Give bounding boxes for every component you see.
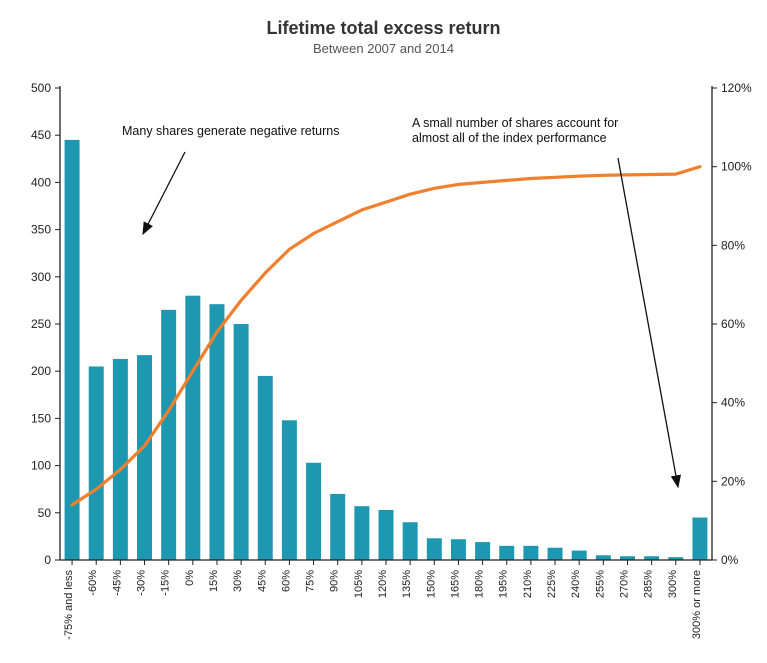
bar — [354, 506, 369, 560]
annotation-left-text: Many shares generate negative returns — [122, 124, 340, 138]
bar — [282, 420, 297, 560]
bar — [379, 510, 394, 560]
x-tick-label: 180% — [474, 570, 486, 598]
y-right-tick-label: 20% — [721, 474, 745, 488]
annotation-left-arrow — [143, 152, 185, 234]
bar — [306, 463, 321, 560]
bar — [572, 551, 587, 560]
y-left-tick-label: 300 — [31, 270, 51, 284]
y-left-tick-label: 500 — [31, 81, 51, 95]
chart-container: Lifetime total excess return Between 200… — [0, 0, 767, 663]
bar — [499, 546, 514, 560]
x-tick-label: 300% — [667, 570, 679, 598]
x-tick-label: 60% — [280, 570, 292, 592]
x-tick-label: -30% — [136, 570, 148, 596]
x-tick-label: 105% — [353, 570, 365, 598]
bar — [403, 522, 418, 560]
x-tick-label: 210% — [522, 570, 534, 598]
y-left-tick-label: 100 — [31, 459, 51, 473]
y-left-tick-label: 450 — [31, 128, 51, 142]
bar — [596, 555, 611, 560]
x-tick-label: -60% — [87, 570, 99, 596]
bar — [427, 538, 442, 560]
x-tick-label: 75% — [305, 570, 317, 592]
bar — [161, 310, 176, 560]
x-tick-label: 270% — [618, 570, 630, 598]
x-tick-label: -75% and less — [63, 570, 75, 640]
x-tick-label: 15% — [208, 570, 220, 592]
x-tick-label: 150% — [425, 570, 437, 598]
bar — [234, 324, 249, 560]
annotation-right-arrow — [618, 158, 678, 487]
x-tick-label: 225% — [546, 570, 558, 598]
bar — [137, 355, 152, 560]
bar — [451, 539, 466, 560]
x-tick-label: 165% — [449, 570, 461, 598]
chart-svg: 0 50 100 150 200 250 300 350 400 450 500 0% 20% 40% 60… — [0, 0, 767, 663]
x-tick-label: 195% — [498, 570, 510, 598]
x-tick-label: 0% — [184, 570, 196, 586]
x-tick-label: -15% — [160, 570, 172, 596]
y-left-tick-label: 350 — [31, 223, 51, 237]
bar — [692, 518, 707, 560]
bar — [89, 366, 104, 560]
x-tick-label: 120% — [377, 570, 389, 598]
annotation-right-text: A small number of shares account foralmo… — [412, 116, 618, 145]
x-tick-label: 45% — [256, 570, 268, 592]
y-left-tick-label: 0 — [44, 553, 51, 567]
x-tick-label: 135% — [401, 570, 413, 598]
bar — [548, 548, 563, 560]
x-tick-label: -45% — [111, 570, 123, 596]
bar — [523, 546, 538, 560]
x-tick-label: 240% — [570, 570, 582, 598]
bar — [65, 140, 80, 560]
bar — [330, 494, 345, 560]
y-left-tick-label: 200 — [31, 364, 51, 378]
y-right-tick-label: 120% — [721, 81, 752, 95]
bar — [113, 359, 128, 560]
x-tick-label: 300% or more — [691, 570, 703, 639]
bar — [185, 296, 200, 560]
bar — [258, 376, 273, 560]
x-tick-label: 90% — [329, 570, 341, 592]
x-tick-label: 255% — [594, 570, 606, 598]
bar — [475, 542, 490, 560]
y-left-tick-label: 150 — [31, 411, 51, 425]
y-right-tick-label: 0% — [721, 553, 739, 567]
y-right-tick-label: 40% — [721, 396, 745, 410]
x-tick-label: 30% — [232, 570, 244, 592]
y-left-tick-label: 50 — [38, 506, 52, 520]
y-right-tick-label: 100% — [721, 160, 752, 174]
y-left-tick-label: 250 — [31, 317, 51, 331]
y-right-tick-label: 60% — [721, 317, 745, 331]
y-right-tick-label: 80% — [721, 238, 745, 252]
x-tick-label: 285% — [643, 570, 655, 598]
y-left-tick-label: 400 — [31, 175, 51, 189]
